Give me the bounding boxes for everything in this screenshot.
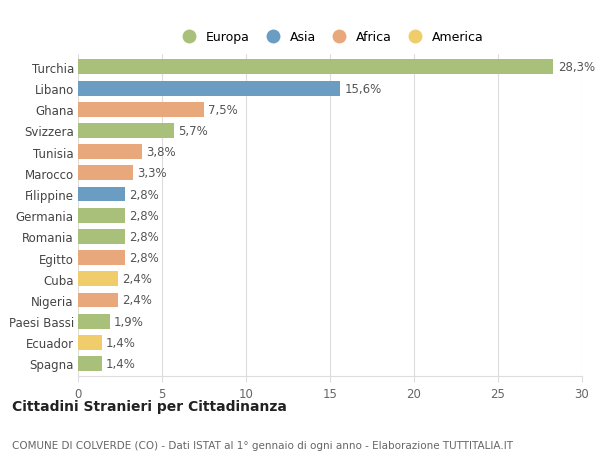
Bar [78,272,118,286]
Bar [78,356,101,371]
Bar [78,208,125,223]
Bar [78,166,133,181]
Text: 2,4%: 2,4% [122,273,152,285]
Text: 1,4%: 1,4% [106,357,136,370]
Bar [78,124,174,139]
Text: 2,8%: 2,8% [129,230,159,243]
Text: 5,7%: 5,7% [178,125,208,138]
Bar [78,335,101,350]
Text: Cittadini Stranieri per Cittadinanza: Cittadini Stranieri per Cittadinanza [12,399,287,413]
Bar [78,293,118,308]
Bar [78,314,110,329]
Text: 2,8%: 2,8% [129,188,159,201]
Bar [78,82,340,96]
Text: 3,8%: 3,8% [146,146,176,159]
Text: COMUNE DI COLVERDE (CO) - Dati ISTAT al 1° gennaio di ogni anno - Elaborazione T: COMUNE DI COLVERDE (CO) - Dati ISTAT al … [12,440,513,450]
Text: 3,3%: 3,3% [137,167,167,180]
Bar [78,61,553,75]
Bar [78,251,125,265]
Bar [78,230,125,244]
Text: 2,4%: 2,4% [122,294,152,307]
Text: 1,9%: 1,9% [114,315,144,328]
Text: 1,4%: 1,4% [106,336,136,349]
Bar [78,145,142,160]
Text: 2,8%: 2,8% [129,209,159,222]
Bar [78,103,204,118]
Text: 15,6%: 15,6% [344,83,382,95]
Bar [78,187,125,202]
Text: 28,3%: 28,3% [557,62,595,74]
Legend: Europa, Asia, Africa, America: Europa, Asia, Africa, America [171,26,489,49]
Text: 2,8%: 2,8% [129,252,159,264]
Text: 7,5%: 7,5% [208,104,238,117]
